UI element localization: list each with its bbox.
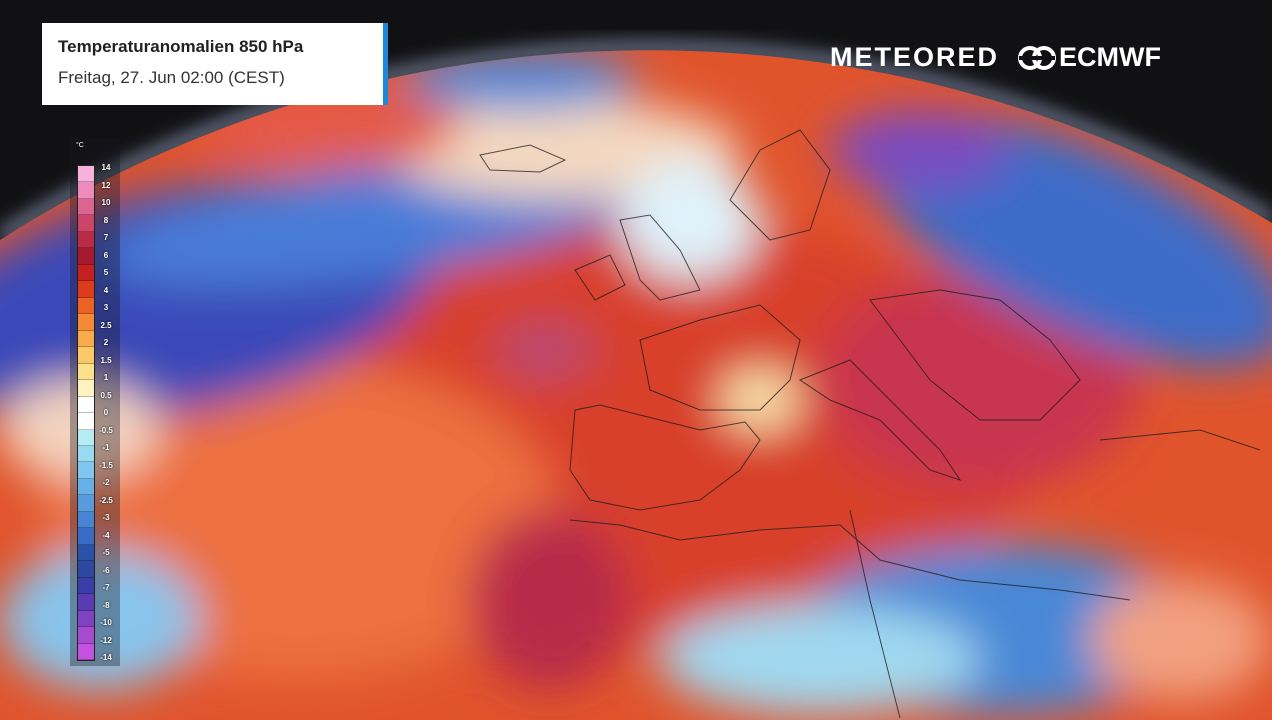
ecmwf-icon [1018, 45, 1057, 70]
meteored-logo: METEORED [830, 42, 1000, 72]
legend-swatch [78, 643, 94, 661]
legend-swatch [78, 215, 94, 232]
map-title-box: Temperaturanomalien 850 hPa Freitag, 27.… [42, 23, 388, 105]
legend-label: 5 [103, 268, 109, 277]
map-timestamp: Freitag, 27. Jun 02:00 (CEST) [58, 68, 285, 87]
legend-label: -12 [100, 635, 112, 645]
legend-swatch [78, 347, 94, 364]
legend-label: 2.5 [100, 320, 112, 330]
legend-label: -5 [102, 548, 110, 557]
legend-label: 14 [101, 163, 111, 172]
map-title: Temperaturanomalien 850 hPa [58, 37, 304, 56]
legend-label: 0 [103, 408, 109, 417]
legend-swatch [78, 281, 94, 298]
legend-label: -2 [102, 478, 110, 487]
legend-label: 1 [103, 373, 109, 382]
legend-swatch [78, 380, 94, 397]
legend-color-bar [77, 165, 95, 661]
legend-label: -1 [102, 443, 110, 452]
legend-swatch [78, 330, 94, 348]
legend-label: -14 [100, 653, 112, 662]
legend-label: 3 [103, 303, 109, 312]
legend-label: 0.5 [100, 390, 112, 400]
legend-label: 10 [101, 198, 111, 207]
legend-swatch [78, 248, 94, 265]
legend-swatch [78, 396, 94, 414]
legend-swatch [78, 544, 94, 562]
legend-label: 2 [103, 338, 109, 347]
legend-label: 4 [103, 285, 109, 295]
legend-swatch [78, 297, 94, 315]
legend-label: -1.5 [99, 460, 113, 470]
legend-label: 12 [101, 180, 111, 190]
legend-swatch [78, 462, 94, 479]
legend-swatch [78, 495, 94, 512]
legend-label: -6 [102, 565, 110, 575]
legend-swatch [78, 429, 94, 446]
legend-label: -10 [100, 618, 112, 627]
ecmwf-text: ECMWF [1059, 42, 1161, 72]
legend-label: -3 [102, 513, 110, 522]
legend-label: -2.5 [99, 495, 113, 505]
legend-swatch [78, 231, 94, 249]
legend-label: -0.5 [99, 425, 113, 435]
legend-label: -7 [102, 583, 110, 592]
legend-label: -4 [102, 530, 110, 540]
legend-swatch [78, 528, 94, 545]
legend-swatch [78, 511, 94, 529]
legend-label: 7 [103, 233, 109, 242]
legend-swatch [78, 478, 94, 496]
legend-unit: °C [76, 142, 84, 149]
legend-swatch [78, 264, 94, 282]
legend-label: 1.5 [100, 355, 112, 365]
legend-swatch [78, 182, 94, 199]
legend-swatch [78, 610, 94, 628]
legend-swatch [78, 561, 94, 578]
legend-swatch [78, 198, 94, 216]
legend-swatch [78, 445, 94, 463]
legend-swatch [78, 577, 94, 595]
legend-label: 8 [103, 215, 109, 225]
legend-swatch [78, 166, 94, 183]
legend-swatch [78, 627, 94, 644]
legend-label: -8 [102, 600, 110, 610]
atmosphere-glow [0, 41, 1272, 244]
legend-swatch [78, 363, 94, 381]
legend-swatch [78, 413, 94, 430]
legend-label: 6 [103, 250, 109, 260]
country-borders [479, 129, 1261, 719]
ecmwf-logo: ECMWF [1017, 42, 1161, 73]
legend-swatch [78, 594, 94, 611]
logos: METEORED ECMWF [830, 42, 1161, 73]
legend-swatch [78, 314, 94, 331]
color-legend: °C 14 12 10 8 7 6 5 4 3 2.5 2 1.5 1 0.5 0 -0.5 -1 -1.5 -2 -… [70, 138, 120, 666]
